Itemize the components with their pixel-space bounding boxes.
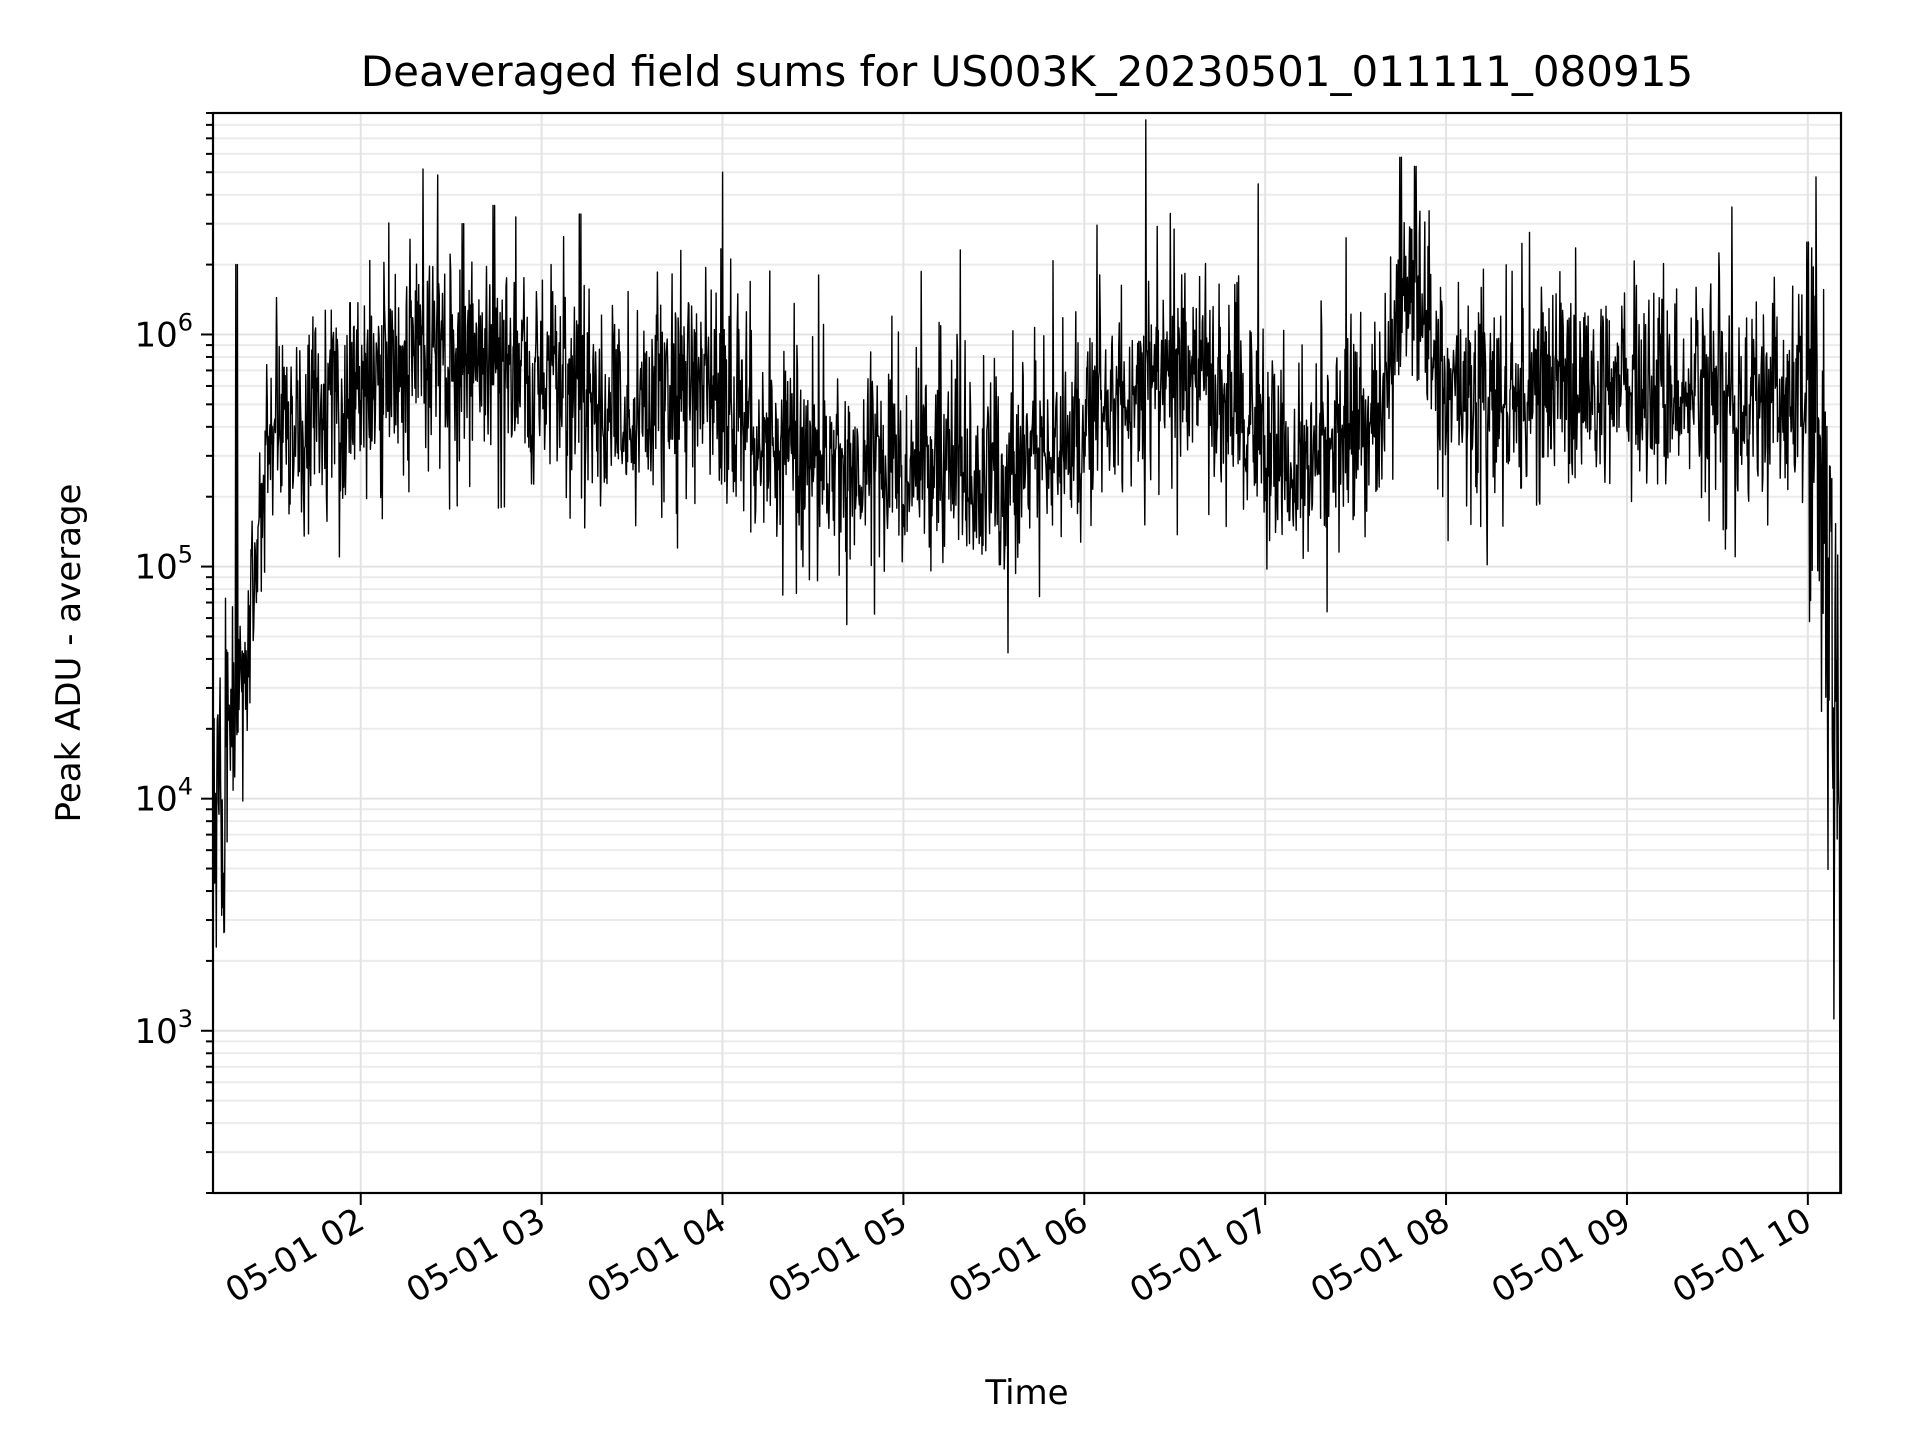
- y-tick-label: 103: [134, 1005, 193, 1052]
- y-tick-label: 105: [134, 541, 193, 588]
- chart-title: Deaveraged field sums for US003K_2023050…: [361, 47, 1693, 96]
- axes-frame: [211, 111, 1843, 1195]
- grid: [213, 112, 1841, 1194]
- y-axis: 103 104 105 106: [134, 112, 213, 1194]
- y-tick-label: 104: [134, 773, 193, 820]
- y-axis-label: Peak ADU - average: [49, 484, 89, 823]
- y-tick-label: 106: [134, 308, 193, 355]
- plot-area: [212, 119, 1842, 1194]
- series-line: [212, 119, 1842, 1194]
- x-axis-label: Time: [984, 1373, 1068, 1413]
